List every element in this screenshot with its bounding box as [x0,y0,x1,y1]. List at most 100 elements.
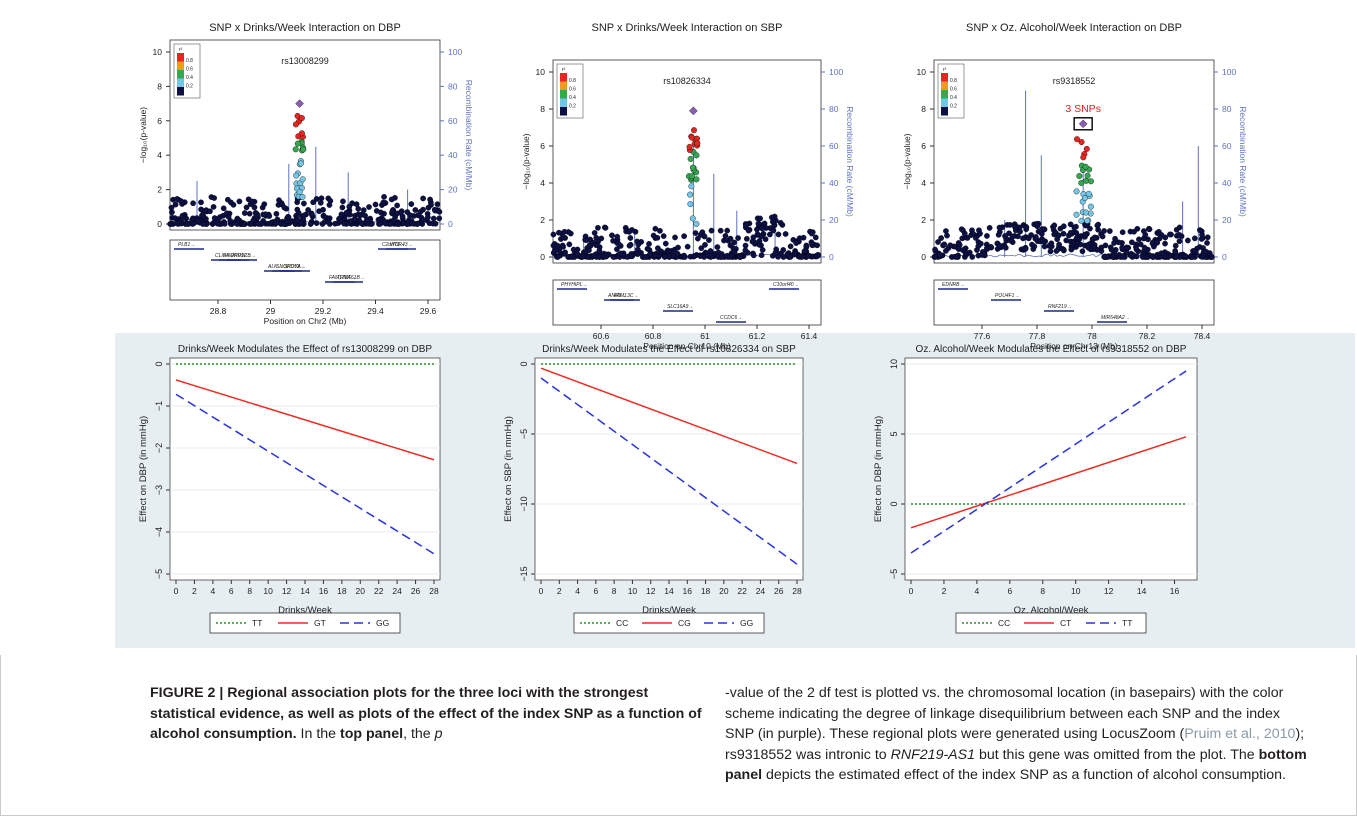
legend-swatch [560,82,567,91]
snp-point [1039,226,1044,231]
gene-label: ALK→ [267,264,282,270]
y-tick-label: 2 [921,215,926,225]
snp-point [653,226,658,231]
gene-label: C2orf71→ [382,242,405,248]
snp-point [1159,251,1164,256]
snp-point [797,235,802,240]
x-tick-label: 2 [192,586,197,596]
figure-area: SNP x Drinks/Week Interaction on DBP 0 2 4 6… [0,0,1357,655]
x-tick-label: 12 [282,586,292,596]
snp-point [732,249,737,254]
x-tick-label: 16 [683,586,693,596]
snp-point [1096,222,1101,227]
snp-point [691,254,696,259]
snp-point [561,251,566,256]
snp-point [1134,247,1139,252]
y-axis-label: Effect on DBP (in mmHg) [873,416,884,522]
snp-point [737,254,742,259]
snp-point [954,254,959,259]
snp-point [1177,239,1182,244]
x-tick-label: 8 [1040,586,1045,596]
legend-item-label: 0.8 [569,78,576,84]
y-tick-label: 0 [921,252,926,262]
snp-point [719,254,724,259]
y2-tick-label: 100 [829,67,843,77]
snp-point [769,215,774,220]
snp-point [571,247,576,252]
snp-point-ld [300,194,306,200]
snp-point [655,245,660,250]
snp-point [1156,229,1161,234]
x-tick-label: 22 [374,586,384,596]
snp-point [1034,221,1039,226]
snp-point [757,216,762,221]
y2-axis-label: Recombination Rate (cM/Mb) [464,80,474,191]
snp-point [369,221,374,226]
snp-point-ld [689,135,695,141]
snp-point [198,207,203,212]
x-tick-label: 22 [737,586,747,596]
x-tick-label: 20 [356,586,366,596]
annotation-label: 3 SNPs [1065,103,1101,115]
x-tick-label: 6 [1007,586,1012,596]
snp-point [1049,241,1054,246]
index-snp-marker [689,107,697,115]
snp-point [643,254,648,259]
snp-point [1167,232,1172,237]
snp-point [420,196,425,201]
snp-point [1039,231,1044,236]
legend-item-label: 0.4 [950,95,957,101]
y2-axis-label: Recombination Rate (cM/Mb) [1238,106,1248,217]
snp-point [196,218,201,223]
y-tick-label: 2 [540,215,545,225]
snp-point [174,196,179,201]
snp-point [344,210,349,215]
snp-point-ld [694,141,700,147]
snp-point [626,229,631,234]
snp-point [567,242,572,247]
snp-point [409,201,414,206]
snp-point [362,213,367,218]
x-tick-label: 61.4 [801,331,818,341]
legend-item-label: 0.6 [950,87,957,93]
y-tick-label: −4 [154,527,164,537]
snp-point [242,210,247,215]
y-tick-label: 0 [889,501,899,506]
snp-point [309,212,314,217]
caption-citation-link[interactable]: Pruim et al., 2010 [1184,726,1295,742]
snp-point [675,245,680,250]
snp-point [366,204,371,209]
snp-points [932,120,1215,260]
x-tick-label: 4 [575,586,580,596]
gene-track: EDNRB→POU4F1→RNF219→MIR548A2→77.6 77.8 78 7… [934,280,1214,351]
snp-point [249,221,254,226]
gene-label: PHYHIPL→ [561,282,587,288]
legend-label: CT [1060,618,1071,628]
index-snp-label: rs13008299 [281,56,329,66]
y-tick-label: 10 [889,359,899,369]
snp-points [551,107,821,260]
snp-point [960,236,965,241]
snp-point [299,220,304,225]
gene-label: C10orf40→ [773,282,799,288]
snp-point [274,211,279,216]
snp-point [653,253,658,258]
snp-point-ld [1074,212,1080,218]
snp-point [979,252,984,257]
legend-swatch [560,90,567,99]
snp-point [973,235,978,240]
snp-point-ld [688,156,694,162]
snp-point [1129,240,1134,245]
snp-point [1116,240,1121,245]
legend-swatch [560,107,567,116]
snp-point [610,238,615,243]
snp-point-ld [293,146,299,152]
snp-point [556,230,561,235]
legend-swatch [941,107,948,116]
legend-title: r² [943,67,947,73]
chart-plot-area [905,358,1197,580]
snp-point [407,213,412,218]
legend-label: CG [678,618,691,628]
x-tick-label: 26 [411,586,421,596]
snp-point [1087,242,1092,247]
